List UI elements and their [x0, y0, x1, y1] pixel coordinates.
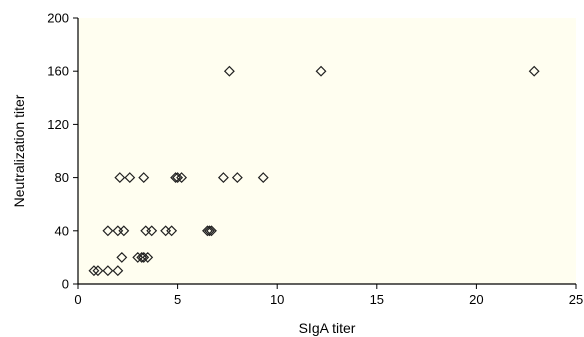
- data-point: [204, 225, 215, 237]
- plot-area: [78, 18, 576, 284]
- y-tick-label: 200: [47, 11, 69, 26]
- data-point: [231, 172, 243, 184]
- data-point: [124, 172, 136, 184]
- data-point: [166, 225, 178, 237]
- y-tick-label: 120: [47, 117, 69, 132]
- data-point: [102, 225, 114, 237]
- y-tick-label: 80: [55, 170, 69, 185]
- x-tick-label: 10: [270, 292, 284, 307]
- data-point: [112, 265, 124, 277]
- data-point: [223, 65, 235, 77]
- data-point: [138, 172, 150, 184]
- data-point: [116, 251, 128, 263]
- data-point: [102, 265, 114, 277]
- y-axis-ticks: 0 40 80 120 160 200: [47, 11, 78, 292]
- x-axis-title: SIgA titer: [299, 320, 356, 336]
- data-point: [217, 172, 229, 184]
- x-tick-label: 25: [569, 292, 583, 307]
- x-tick-label: 15: [370, 292, 384, 307]
- x-tick-label: 5: [174, 292, 181, 307]
- data-point: [92, 265, 104, 277]
- data-point: [118, 225, 130, 237]
- y-tick-label: 0: [62, 277, 69, 292]
- data-point: [138, 251, 150, 263]
- data-point: [146, 225, 158, 237]
- x-tick-label: 20: [469, 292, 483, 307]
- data-point: [172, 172, 184, 184]
- x-axis-ticks: 0 5 10 15 20 25: [74, 284, 583, 307]
- data-point: [202, 225, 213, 237]
- x-tick-label: 0: [74, 292, 81, 307]
- data-point: [176, 172, 188, 184]
- y-tick-label: 40: [55, 223, 69, 238]
- data-point: [257, 172, 269, 184]
- data-point: [315, 65, 327, 77]
- data-point: [528, 65, 540, 77]
- data-point: [114, 172, 126, 184]
- y-axis-title: Neutralization titer: [11, 94, 27, 207]
- data-point: [88, 265, 100, 277]
- data-points: [88, 65, 540, 277]
- y-tick-label: 160: [47, 64, 69, 79]
- data-point: [142, 251, 154, 263]
- data-point: [206, 225, 217, 237]
